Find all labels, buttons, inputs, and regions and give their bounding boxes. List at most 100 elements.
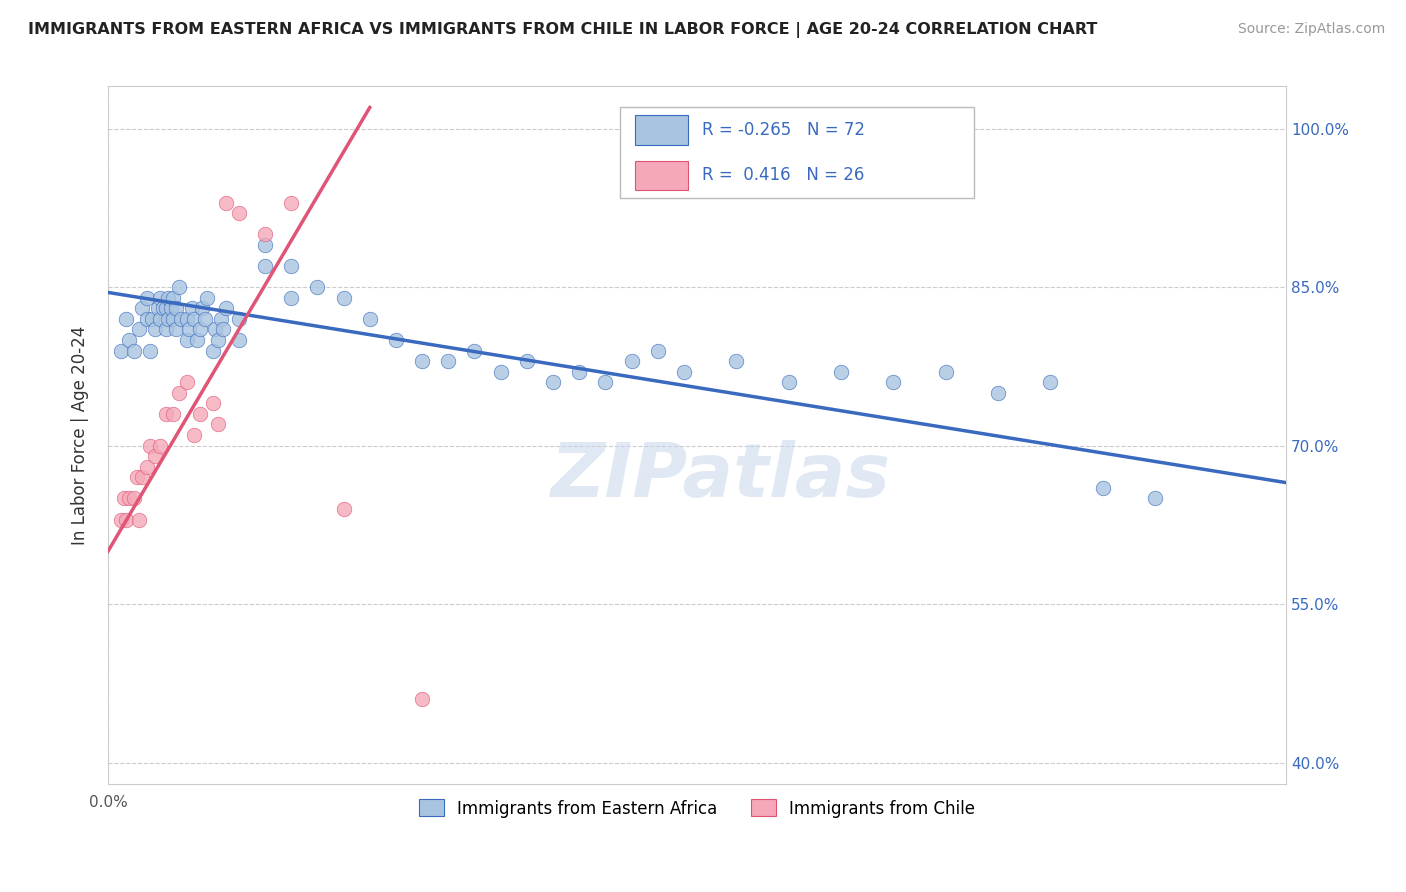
Point: [136, 291, 159, 305]
Point: [463, 343, 485, 358]
Point: [778, 375, 800, 389]
Point: [115, 311, 138, 326]
Point: [167, 280, 190, 294]
Point: [215, 301, 238, 316]
Point: [165, 322, 187, 336]
Text: R = -0.265   N = 72: R = -0.265 N = 72: [702, 121, 865, 139]
Point: [307, 280, 329, 294]
Point: [411, 692, 433, 706]
Point: [212, 322, 235, 336]
Point: [197, 291, 219, 305]
Point: [170, 311, 193, 326]
Point: [437, 354, 460, 368]
Point: [179, 322, 201, 336]
Point: [201, 396, 224, 410]
Point: [162, 311, 184, 326]
Point: [176, 375, 198, 389]
Text: IMMIGRANTS FROM EASTERN AFRICA VS IMMIGRANTS FROM CHILE IN LABOR FORCE | AGE 20-: IMMIGRANTS FROM EASTERN AFRICA VS IMMIGR…: [28, 22, 1098, 38]
Point: [228, 206, 250, 220]
Point: [186, 333, 208, 347]
Point: [176, 311, 198, 326]
Legend: Immigrants from Eastern Africa, Immigrants from Chile: Immigrants from Eastern Africa, Immigran…: [412, 793, 981, 824]
Point: [830, 365, 852, 379]
FancyBboxPatch shape: [620, 107, 974, 198]
Point: [118, 491, 141, 506]
Point: [332, 502, 354, 516]
Point: [183, 428, 205, 442]
Point: [146, 301, 169, 316]
Y-axis label: In Labor Force | Age 20-24: In Labor Force | Age 20-24: [72, 326, 89, 545]
Point: [155, 322, 177, 336]
Point: [385, 333, 408, 347]
Point: [280, 195, 302, 210]
Point: [254, 227, 277, 242]
Point: [725, 354, 748, 368]
Text: ZIPatlas: ZIPatlas: [551, 441, 890, 514]
Point: [152, 301, 174, 316]
Point: [176, 333, 198, 347]
Point: [568, 365, 591, 379]
Point: [207, 417, 229, 432]
Point: [207, 333, 229, 347]
Point: [332, 291, 354, 305]
Point: [194, 311, 217, 326]
Point: [149, 439, 172, 453]
Point: [1039, 375, 1062, 389]
Point: [516, 354, 538, 368]
Point: [159, 301, 181, 316]
Point: [149, 291, 172, 305]
Point: [411, 354, 433, 368]
Point: [228, 333, 250, 347]
Point: [254, 238, 277, 252]
Point: [620, 354, 643, 368]
Point: [131, 470, 153, 484]
Point: [143, 449, 166, 463]
FancyBboxPatch shape: [634, 115, 688, 145]
Point: [162, 407, 184, 421]
Point: [139, 439, 162, 453]
Text: R =  0.416   N = 26: R = 0.416 N = 26: [702, 166, 865, 185]
Point: [201, 343, 224, 358]
Point: [149, 311, 172, 326]
Point: [188, 407, 211, 421]
Point: [110, 343, 132, 358]
Point: [183, 311, 205, 326]
Point: [128, 322, 150, 336]
Point: [595, 375, 617, 389]
Point: [122, 491, 145, 506]
Point: [1091, 481, 1114, 495]
Point: [191, 301, 214, 316]
Point: [110, 512, 132, 526]
Point: [167, 385, 190, 400]
Point: [1144, 491, 1167, 506]
Point: [155, 301, 177, 316]
Point: [136, 311, 159, 326]
Point: [254, 259, 277, 273]
Point: [215, 195, 238, 210]
Point: [165, 301, 187, 316]
Point: [141, 311, 163, 326]
Point: [882, 375, 904, 389]
Point: [128, 512, 150, 526]
Point: [209, 311, 232, 326]
Point: [280, 259, 302, 273]
Point: [188, 322, 211, 336]
FancyBboxPatch shape: [634, 161, 688, 190]
Point: [359, 311, 381, 326]
Point: [489, 365, 512, 379]
Point: [228, 311, 250, 326]
Point: [280, 291, 302, 305]
Point: [143, 322, 166, 336]
Point: [115, 512, 138, 526]
Point: [162, 291, 184, 305]
Point: [125, 470, 148, 484]
Point: [935, 365, 957, 379]
Point: [139, 343, 162, 358]
Point: [118, 333, 141, 347]
Point: [157, 311, 180, 326]
Point: [541, 375, 564, 389]
Text: Source: ZipAtlas.com: Source: ZipAtlas.com: [1237, 22, 1385, 37]
Point: [180, 301, 202, 316]
Point: [157, 291, 180, 305]
Point: [672, 365, 695, 379]
